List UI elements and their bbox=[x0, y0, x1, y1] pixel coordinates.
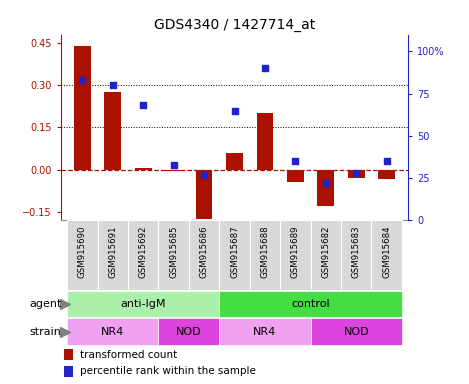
Text: GSM915682: GSM915682 bbox=[321, 226, 330, 278]
Bar bbox=[64, 349, 73, 360]
Point bbox=[383, 158, 391, 164]
Text: agent: agent bbox=[29, 299, 61, 309]
Text: strain: strain bbox=[30, 327, 61, 337]
Bar bbox=[310, 318, 402, 345]
Bar bbox=[219, 318, 310, 345]
Bar bbox=[226, 153, 243, 170]
Bar bbox=[280, 220, 310, 290]
Bar bbox=[64, 366, 73, 377]
Bar bbox=[74, 46, 91, 170]
Bar bbox=[67, 291, 219, 317]
Text: GSM915684: GSM915684 bbox=[382, 226, 391, 278]
Bar bbox=[67, 220, 98, 290]
Text: GSM915690: GSM915690 bbox=[78, 226, 87, 278]
Bar bbox=[287, 170, 304, 182]
Text: NOD: NOD bbox=[176, 327, 202, 337]
Point bbox=[292, 158, 299, 164]
Bar bbox=[250, 220, 280, 290]
Bar bbox=[104, 92, 121, 170]
Bar bbox=[67, 318, 159, 345]
Point bbox=[353, 170, 360, 176]
Bar bbox=[98, 220, 128, 290]
Bar bbox=[219, 220, 250, 290]
Text: anti-IgM: anti-IgM bbox=[121, 299, 166, 309]
Point bbox=[78, 77, 86, 83]
Bar bbox=[310, 220, 341, 290]
Text: GSM915691: GSM915691 bbox=[108, 226, 117, 278]
Text: GSM915688: GSM915688 bbox=[260, 226, 270, 278]
Bar bbox=[128, 220, 159, 290]
Bar bbox=[348, 170, 364, 178]
Bar bbox=[165, 170, 182, 171]
Bar bbox=[257, 113, 273, 170]
Bar bbox=[318, 170, 334, 206]
Point bbox=[322, 180, 330, 186]
Bar bbox=[378, 170, 395, 179]
Point bbox=[109, 82, 116, 88]
Point bbox=[261, 65, 269, 71]
Text: GSM915683: GSM915683 bbox=[352, 226, 361, 278]
Point bbox=[231, 108, 238, 114]
Text: NR4: NR4 bbox=[253, 327, 277, 337]
Bar bbox=[371, 220, 402, 290]
Bar bbox=[159, 220, 189, 290]
Text: GSM915686: GSM915686 bbox=[199, 226, 209, 278]
Point bbox=[170, 162, 177, 168]
Bar bbox=[159, 318, 219, 345]
Text: control: control bbox=[291, 299, 330, 309]
Text: NOD: NOD bbox=[343, 327, 369, 337]
Text: NR4: NR4 bbox=[101, 327, 124, 337]
Bar bbox=[219, 291, 402, 317]
Bar bbox=[135, 168, 151, 170]
Point bbox=[200, 172, 208, 178]
Title: GDS4340 / 1427714_at: GDS4340 / 1427714_at bbox=[154, 18, 315, 32]
Text: GSM915685: GSM915685 bbox=[169, 226, 178, 278]
Text: percentile rank within the sample: percentile rank within the sample bbox=[80, 366, 256, 376]
Bar bbox=[341, 220, 371, 290]
Text: GSM915689: GSM915689 bbox=[291, 226, 300, 278]
Bar bbox=[189, 220, 219, 290]
Text: transformed count: transformed count bbox=[80, 350, 177, 360]
Text: GSM915692: GSM915692 bbox=[139, 226, 148, 278]
Bar bbox=[196, 170, 212, 219]
Point bbox=[139, 103, 147, 109]
Text: GSM915687: GSM915687 bbox=[230, 226, 239, 278]
